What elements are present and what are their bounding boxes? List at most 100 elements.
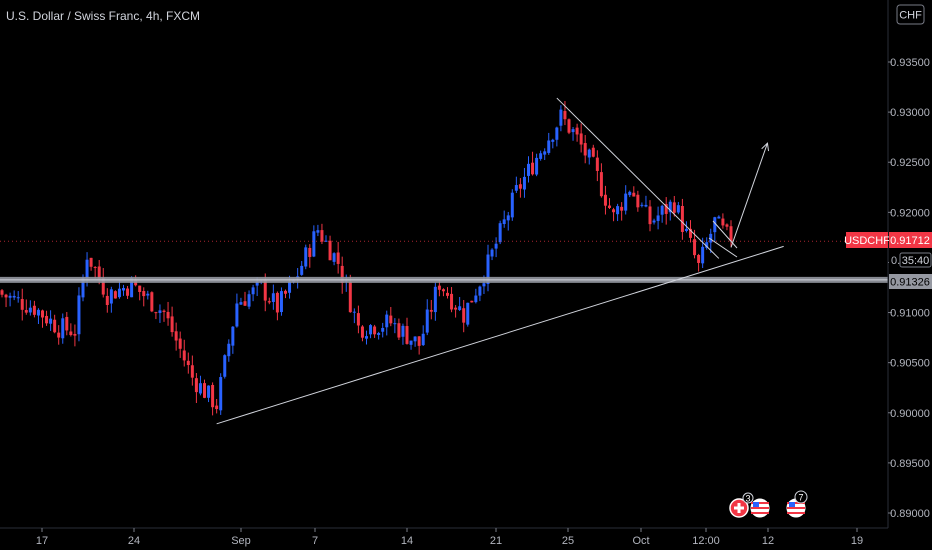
bear-candle [462, 308, 466, 323]
bear-candle [437, 285, 441, 290]
bear-candle [178, 338, 182, 349]
last-price-value: 0.91712 [890, 235, 930, 247]
time-tick-label: Sep [231, 535, 251, 547]
bear-candle [186, 360, 190, 366]
bear-candle [680, 205, 684, 232]
us2-stripe-3 [787, 512, 805, 514]
bull-candle [304, 247, 308, 267]
bull-candle [158, 310, 162, 313]
projection-arrow-trendline[interactable] [730, 143, 768, 248]
descending-resistance-trendline[interactable] [556, 97, 720, 259]
time-tick-label: 21 [490, 535, 502, 547]
bear-candle [595, 157, 599, 171]
bear-candle [397, 323, 401, 338]
bear-candle [336, 252, 340, 264]
bear-candle [664, 204, 668, 214]
bull-candle [227, 343, 231, 357]
bear-candle [203, 383, 206, 398]
bear-candle [0, 290, 4, 295]
economic-events-group-2[interactable]: 7 [786, 490, 808, 518]
bull-candle [624, 193, 628, 211]
bull-candle [571, 129, 575, 133]
bear-candle [518, 184, 522, 189]
bull-candle [109, 289, 113, 304]
bull-candle [684, 228, 688, 232]
bear-candle [599, 172, 603, 197]
bear-candle [105, 295, 109, 306]
bull-candle [510, 192, 514, 218]
bull-candle [316, 230, 320, 233]
time-tick-label: 19 [851, 535, 863, 547]
bull-candle [61, 318, 65, 339]
bull-candle [251, 287, 255, 295]
time-tick-label: 14 [401, 535, 413, 547]
bear-candle [450, 293, 454, 310]
bull-candle [16, 297, 20, 299]
bear-candle [194, 378, 198, 393]
bull-candle [49, 318, 53, 324]
us-stripe-1 [751, 502, 769, 504]
bear-candle [142, 291, 146, 297]
bear-candle [267, 301, 271, 303]
bear-candle [405, 326, 409, 344]
bear-candle [170, 316, 174, 333]
bear-candle [182, 350, 186, 361]
currency-button[interactable]: CHF [896, 4, 925, 25]
time-tick-label: 7 [312, 535, 318, 547]
bull-candle [235, 303, 239, 327]
bear-candle [20, 299, 24, 310]
candles-layer [0, 101, 733, 416]
support-level-value: 0.91326 [890, 277, 930, 289]
bull-candle [377, 332, 381, 335]
last-price-tag: 0.91712 [889, 232, 932, 248]
bull-candle [352, 311, 356, 313]
bear-candle [284, 290, 287, 294]
bear-candle [579, 133, 583, 145]
bull-candle [413, 336, 417, 342]
bear-candle [308, 247, 312, 257]
bull-candle [239, 302, 243, 305]
us2-stripe-1 [787, 502, 805, 504]
bull-candle [409, 340, 413, 345]
bull-candle [279, 291, 283, 313]
bear-candle [603, 194, 607, 206]
bear-candle [65, 316, 69, 331]
bull-candle [77, 295, 81, 335]
bull-candle [644, 204, 648, 207]
bull-candle [8, 295, 12, 298]
ascending-support-trendline[interactable] [216, 245, 784, 425]
bull-candle [522, 176, 526, 190]
bull-candle [223, 355, 227, 377]
bull-candle [122, 287, 125, 291]
bull-candle [490, 249, 494, 257]
bull-candle [332, 253, 336, 262]
us-stripe-3 [751, 512, 769, 514]
bull-candle [433, 286, 437, 313]
bear-candle [263, 279, 267, 301]
bear-candle [24, 310, 28, 313]
bull-candle [255, 281, 259, 286]
bear-candle [446, 292, 449, 296]
wedge-upper-line[interactable] [712, 220, 738, 249]
us-canton [753, 502, 759, 507]
bear-candle [174, 331, 178, 341]
bull-candle [381, 327, 385, 332]
price-tick-label: 0.92500 [890, 157, 930, 169]
bear-candle [166, 311, 170, 319]
bear-candle [575, 127, 579, 135]
bear-candle [320, 230, 324, 242]
price-tick-label: 0.93500 [890, 57, 930, 69]
overlays-layer [0, 97, 888, 425]
bear-candle [243, 301, 247, 306]
time-axis[interactable]: 17 24 Sep 7 14 21 25 Oct 12:00 12 19 [36, 528, 863, 547]
wedge-lower-line[interactable] [708, 237, 738, 258]
symbol-tag: USDCHF [844, 232, 890, 248]
bull-candle [198, 383, 202, 394]
bear-candle [721, 218, 725, 226]
price-axis[interactable]: 0.93500 0.93000 0.92500 0.92000 0.91000 0.905… [888, 57, 930, 520]
economic-events-group-1[interactable]: 3 [729, 492, 770, 518]
bear-candle [693, 239, 697, 256]
bear-candle [89, 257, 93, 267]
